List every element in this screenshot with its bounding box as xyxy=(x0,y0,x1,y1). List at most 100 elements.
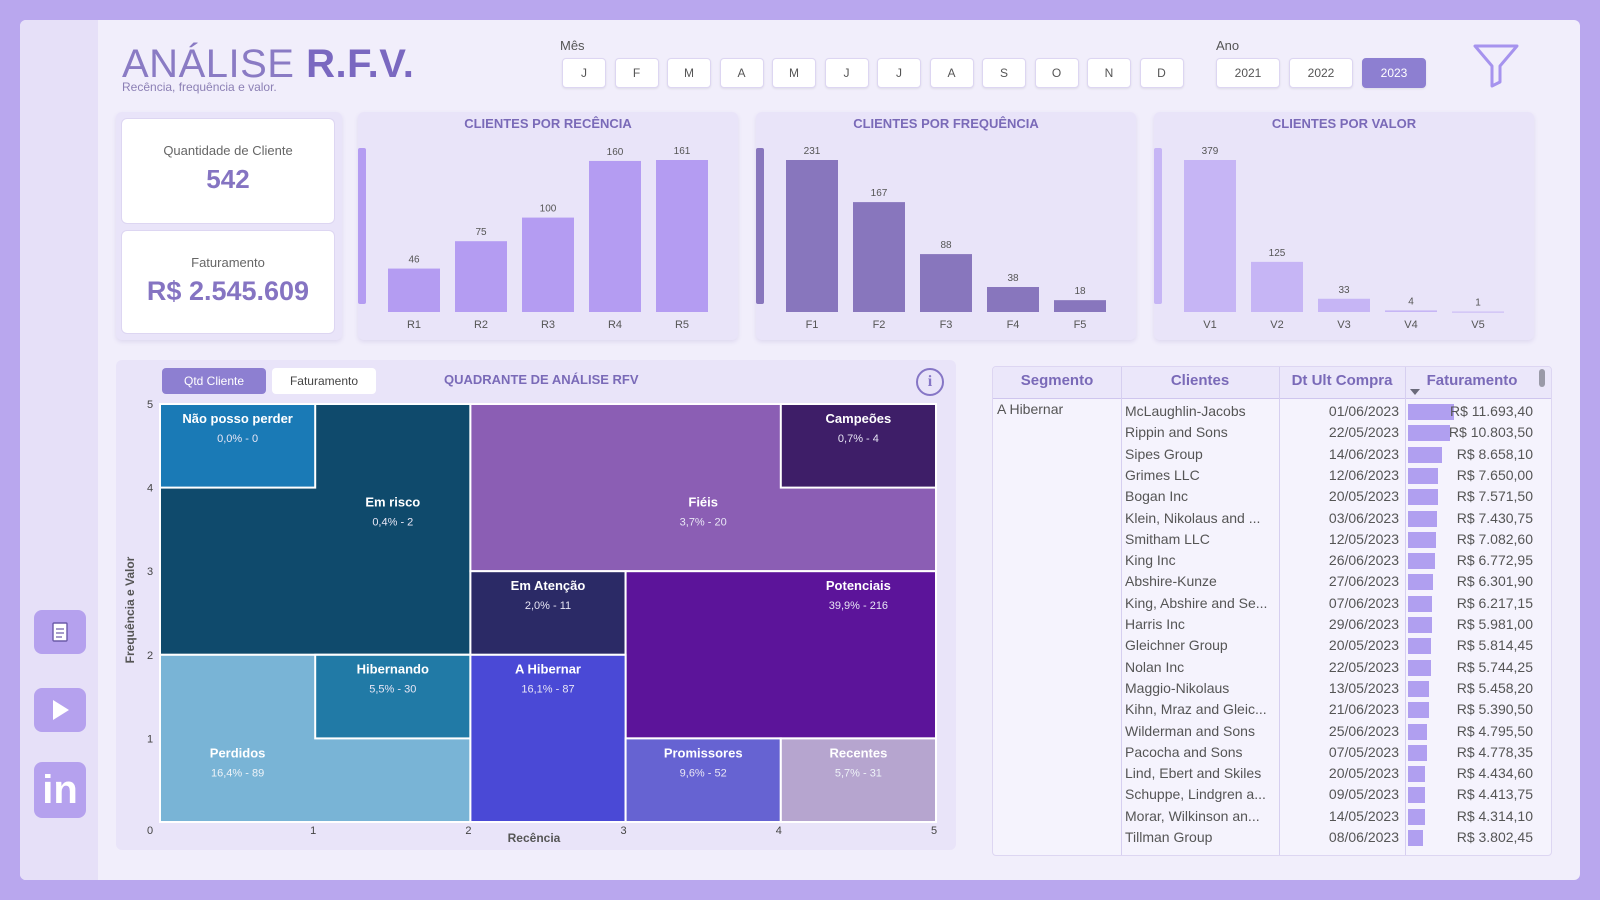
chart-recencia-panel: CLIENTES POR RECÊNCIA 46 R1 75 R2 100 R3 160 R4… xyxy=(358,112,738,340)
frequencia-data-label: 88 xyxy=(940,240,952,251)
filter-icon[interactable] xyxy=(1472,42,1520,93)
table-row[interactable]: Grimes LLC 12/06/2023 R$ 7.650,00 xyxy=(993,465,1551,486)
month-button[interactable]: J xyxy=(562,58,606,88)
y-tick-label: 4 xyxy=(147,483,153,495)
table-row[interactable]: Rippin and Sons 22/05/2023 R$ 10.803,50 xyxy=(993,422,1551,443)
segment-cell xyxy=(159,403,317,489)
faturamento-bar xyxy=(1408,595,1432,612)
valor-data-label: 33 xyxy=(1338,285,1350,296)
month-button[interactable]: J xyxy=(877,58,921,88)
table-row[interactable]: Harris Inc 29/06/2023 R$ 5.981,00 xyxy=(993,614,1551,635)
scrollbar[interactable] xyxy=(1539,369,1545,387)
segment-cell xyxy=(469,653,627,823)
col-faturamento[interactable]: Faturamento xyxy=(1426,372,1518,389)
play-icon[interactable] xyxy=(34,688,86,732)
cell-faturamento: R$ 5.981,00 xyxy=(1456,616,1533,632)
table-row[interactable]: King, Abshire and Se... 07/06/2023 R$ 6.21… xyxy=(993,593,1551,614)
valor-tick-label: V3 xyxy=(1337,319,1350,331)
table-row[interactable]: Smitham LLC 12/05/2023 R$ 7.082,60 xyxy=(993,529,1551,550)
month-button[interactable]: S xyxy=(982,58,1026,88)
cell-dt-ult-compra: 13/05/2023 xyxy=(1328,679,1399,696)
cell-cliente: Pacocha and Sons xyxy=(1125,743,1243,760)
month-button[interactable]: M xyxy=(667,58,711,88)
year-button-2023[interactable]: 2023 xyxy=(1362,58,1426,88)
frequencia-bar xyxy=(920,254,972,312)
table-row[interactable]: Nolan Inc 22/05/2023 R$ 5.744,25 xyxy=(993,657,1551,678)
month-button[interactable]: O xyxy=(1034,58,1079,88)
table-row[interactable]: Wilderman and Sons 25/06/2023 R$ 4.795,50 xyxy=(993,721,1551,742)
recencia-bar xyxy=(589,160,641,312)
table-row[interactable]: Bogan Inc 20/05/2023 R$ 7.571,50 xyxy=(993,486,1551,507)
cell-cliente: Gleichner Group xyxy=(1125,637,1228,654)
chart-accent-bar xyxy=(1154,148,1162,304)
valor-tick-label: V5 xyxy=(1471,319,1484,331)
cell-cliente: King, Abshire and Se... xyxy=(1125,594,1268,611)
kpi-clientes-label: Quantidade de Cliente xyxy=(163,143,293,158)
segment-name: Perdidos xyxy=(210,745,266,760)
valor-data-label: 379 xyxy=(1202,146,1219,157)
recencia-tick-label: R4 xyxy=(608,319,622,331)
frequencia-bar xyxy=(987,286,1039,312)
faturamento-bar xyxy=(1408,446,1442,463)
title-light: ANÁLISE xyxy=(122,42,307,86)
year-label: Ano xyxy=(1216,38,1240,53)
kpi-faturamento-card: Faturamento R$ 2.545.609 xyxy=(121,230,335,334)
table-row[interactable]: Kihn, Mraz and Gleic... 21/06/2023 R$ 5.39… xyxy=(993,699,1551,720)
table-row[interactable]: Morar, Wilkinson an... 14/05/2023 R$ 4.314… xyxy=(993,806,1551,827)
month-button[interactable]: M xyxy=(772,58,816,88)
col-dt-ult-compra[interactable]: Dt Ult Compra xyxy=(1291,372,1393,389)
document-icon[interactable] xyxy=(34,610,86,654)
segment-name: Promissores xyxy=(664,745,743,760)
table-row[interactable]: Maggio-Nikolaus 13/05/2023 R$ 5.458,20 xyxy=(993,678,1551,699)
cell-faturamento: R$ 6.217,15 xyxy=(1456,594,1533,611)
month-button[interactable]: D xyxy=(1139,58,1184,88)
tab-faturamento[interactable]: Faturamento xyxy=(272,368,376,394)
month-button[interactable]: J xyxy=(824,58,869,88)
col-segmento[interactable]: Segmento xyxy=(1020,372,1094,389)
chart-frequencia-title: CLIENTES POR FREQUÊNCIA xyxy=(853,116,1039,131)
recencia-data-label: 100 xyxy=(540,204,557,215)
segment-value: 16,1% - 87 xyxy=(521,684,574,696)
cell-dt-ult-compra: 14/05/2023 xyxy=(1328,807,1399,824)
title-bold: R.F.V. xyxy=(306,42,415,86)
month-button[interactable]: A xyxy=(929,58,974,88)
col-clientes[interactable]: Clientes xyxy=(1170,372,1230,389)
table-row[interactable]: Gleichner Group 20/05/2023 R$ 5.814,45 xyxy=(993,635,1551,656)
month-button[interactable]: F xyxy=(614,58,659,88)
year-button-2022[interactable]: 2022 xyxy=(1289,58,1353,88)
y-tick-label: 5 xyxy=(147,399,153,411)
cell-dt-ult-compra: 20/05/2023 xyxy=(1328,488,1399,505)
cell-dt-ult-compra: 22/05/2023 xyxy=(1328,424,1399,441)
month-button[interactable]: N xyxy=(1087,58,1131,88)
info-icon[interactable]: i xyxy=(916,368,944,396)
table-row[interactable]: Lind, Ebert and Skiles 20/05/2023 R$ 4.434… xyxy=(993,763,1551,784)
chart-valor-title: CLIENTES POR VALOR xyxy=(1271,116,1417,131)
sort-desc-icon[interactable] xyxy=(1410,389,1420,395)
table-header: Segmento Clientes Dt Ult Compra Faturame… xyxy=(993,367,1551,399)
table-row[interactable]: Klein, Nikolaus and ... 03/06/2023 R$ 7.43… xyxy=(993,508,1551,529)
cell-cliente: Wilderman and Sons xyxy=(1125,722,1255,739)
quadrant-chart: 1 2 3 4 5 0 1 2 3 4 5 Recência Frequência e Valor Em … xyxy=(123,399,937,845)
tab-qtd-cliente[interactable]: Qtd Cliente xyxy=(162,368,266,394)
y-tick-label: 3 xyxy=(147,566,153,578)
table-row[interactable]: McLaughlin-Jacobs 01/06/2023 R$ 11.693,40 xyxy=(993,401,1551,422)
year-button-2021[interactable]: 2021 xyxy=(1216,58,1280,88)
cell-faturamento: R$ 3.802,45 xyxy=(1456,829,1533,845)
page-subtitle: Recência, frequência e valor. xyxy=(122,80,277,94)
chart-valor: 379 V1 125 V2 33 V3 4 V4 1 V5 xyxy=(1154,146,1504,331)
table-row[interactable]: King Inc 26/06/2023 R$ 6.772,95 xyxy=(993,550,1551,571)
frequencia-bar xyxy=(853,202,905,312)
recencia-data-label: 75 xyxy=(475,227,487,238)
cell-dt-ult-compra: 07/05/2023 xyxy=(1328,743,1399,760)
recencia-bar xyxy=(455,241,507,312)
faturamento-bar xyxy=(1408,425,1450,442)
month-button[interactable]: A xyxy=(719,58,764,88)
table-row[interactable]: Schuppe, Lindgren a... 09/05/2023 R$ 4.413… xyxy=(993,784,1551,805)
cell-dt-ult-compra: 26/06/2023 xyxy=(1328,552,1399,569)
table-row[interactable]: Sipes Group 14/06/2023 R$ 8.658,10 xyxy=(993,444,1551,465)
table-row[interactable]: Tillman Group 08/06/2023 R$ 3.802,45 xyxy=(993,827,1551,848)
table-row[interactable]: Abshire-Kunze 27/06/2023 R$ 6.301,90 xyxy=(993,571,1551,592)
segment-cell xyxy=(779,403,937,489)
table-row[interactable]: Pacocha and Sons 07/05/2023 R$ 4.778,35 xyxy=(993,742,1551,763)
linkedin-icon[interactable]: in xyxy=(34,762,86,818)
